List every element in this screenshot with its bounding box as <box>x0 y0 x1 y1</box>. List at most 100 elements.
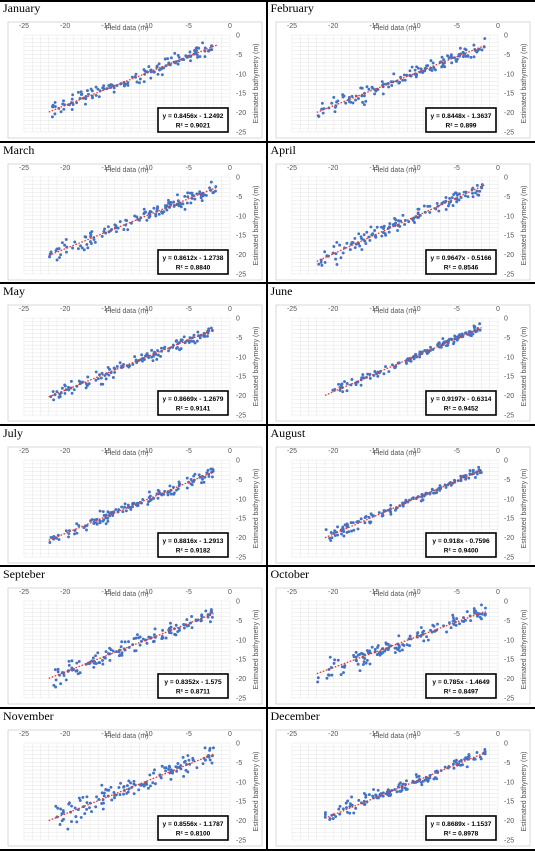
data-point <box>67 801 71 805</box>
x-axis-label: Field data (m) <box>105 167 148 174</box>
regression-equation: y = 0.8612x - 1.2738 <box>163 255 224 262</box>
y-tick-label: -15 <box>236 799 246 806</box>
data-point <box>152 771 155 775</box>
data-point <box>454 758 458 762</box>
data-point <box>482 747 486 751</box>
data-point <box>187 624 191 628</box>
data-point <box>172 491 176 495</box>
y-tick-label: -10 <box>236 779 246 786</box>
data-point <box>168 484 172 488</box>
data-point <box>406 219 410 223</box>
data-point <box>94 654 98 658</box>
data-point <box>107 373 111 377</box>
data-point <box>383 641 387 645</box>
regression-equation: y = 0.8689x - 1.1537 <box>430 821 491 828</box>
data-point <box>181 755 185 759</box>
data-point <box>70 659 74 663</box>
x-tick-label: -20 <box>60 306 70 313</box>
data-point <box>316 676 320 680</box>
data-point <box>166 57 170 61</box>
x-tick-label: -5 <box>186 23 192 30</box>
data-point <box>101 807 105 811</box>
x-tick-label: -10 <box>410 23 420 30</box>
data-point <box>414 773 418 777</box>
data-point <box>345 382 349 386</box>
data-point <box>87 382 91 386</box>
data-point <box>175 339 178 343</box>
data-point <box>120 651 124 655</box>
data-point <box>124 218 128 222</box>
data-point <box>424 635 428 639</box>
data-point <box>362 660 366 664</box>
data-point <box>356 663 360 667</box>
data-point <box>173 51 177 55</box>
data-point <box>345 522 349 526</box>
data-point <box>372 92 376 96</box>
data-point <box>117 507 121 511</box>
data-point <box>78 798 82 802</box>
data-point <box>93 240 97 244</box>
data-point <box>131 501 135 505</box>
chart-cell-septeber: Septeber Field data (m) -25 -20 -15 -10 -5 0 0 -5… <box>0 566 267 708</box>
data-point <box>169 56 173 60</box>
data-point <box>166 198 170 202</box>
data-point <box>474 50 478 54</box>
x-axis-label: Field data (m) <box>105 308 148 315</box>
data-point <box>179 764 183 768</box>
y-tick-label: -15 <box>503 232 513 239</box>
data-point <box>58 255 61 259</box>
y-tick-label: -25 <box>236 696 246 703</box>
y-tick-label: -5 <box>503 477 509 484</box>
data-point <box>364 230 368 234</box>
data-point <box>102 229 106 233</box>
data-point <box>55 815 59 819</box>
data-point <box>190 483 194 487</box>
data-point <box>335 533 339 537</box>
y-tick-label: -25 <box>236 129 246 136</box>
trend-line <box>324 327 482 397</box>
data-point <box>366 87 370 91</box>
data-point <box>483 606 487 610</box>
data-point <box>331 817 335 821</box>
data-point <box>160 764 164 768</box>
x-tick-label: 0 <box>496 589 500 596</box>
data-point <box>200 481 203 484</box>
data-point <box>198 336 202 340</box>
data-point <box>420 498 424 502</box>
data-point <box>190 615 194 619</box>
x-tick-label: -15 <box>101 23 111 30</box>
data-point <box>203 746 207 750</box>
data-point <box>154 212 158 216</box>
data-point <box>115 229 118 233</box>
data-point <box>111 376 115 380</box>
data-point <box>475 472 479 476</box>
y-tick-label: -25 <box>236 837 246 844</box>
data-point <box>129 221 133 225</box>
data-point <box>59 682 63 686</box>
data-point <box>138 635 142 639</box>
data-point <box>96 377 100 381</box>
data-point <box>131 363 135 367</box>
data-point <box>329 530 333 534</box>
data-point <box>180 338 184 342</box>
data-point <box>336 807 340 811</box>
data-point <box>405 643 409 647</box>
data-point <box>75 820 79 824</box>
chart-title: December <box>270 709 320 723</box>
regression-equation: y = 0.8556x - 1.1787 <box>163 821 224 828</box>
data-point <box>338 804 342 808</box>
data-point <box>90 517 94 521</box>
data-point <box>463 54 467 58</box>
data-point <box>115 365 119 369</box>
x-tick-label: -5 <box>186 731 192 738</box>
x-tick-label: 0 <box>228 589 232 596</box>
data-point <box>387 230 391 234</box>
y-tick-label: -5 <box>503 335 509 342</box>
equation-box <box>157 248 229 275</box>
data-point <box>101 663 105 666</box>
data-point <box>379 225 383 229</box>
data-point <box>175 488 178 492</box>
data-point <box>63 384 67 388</box>
x-tick-label: -15 <box>369 589 379 596</box>
data-point <box>89 232 93 236</box>
